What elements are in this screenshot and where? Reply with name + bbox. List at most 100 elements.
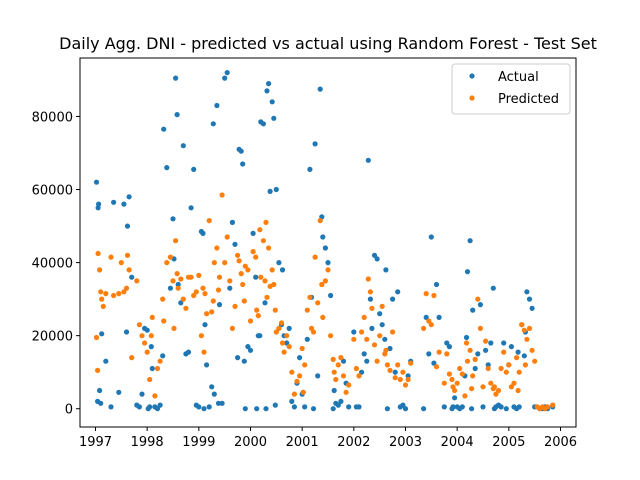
predicted-point	[129, 355, 135, 361]
predicted-point	[240, 281, 246, 288]
predicted-point	[400, 369, 406, 375]
predicted-point	[491, 384, 497, 390]
legend-box	[451, 63, 571, 115]
predicted-point	[397, 376, 403, 383]
actual-point	[271, 115, 277, 121]
actual-point	[328, 292, 334, 299]
predicted-point	[498, 365, 504, 372]
actual-point	[392, 369, 398, 375]
actual-point	[219, 400, 225, 406]
predicted-point	[335, 362, 341, 368]
actual-point	[211, 391, 217, 397]
predicted-point	[444, 351, 450, 357]
actual-point	[262, 300, 268, 306]
predicted-point	[428, 322, 434, 328]
predicted-point	[449, 376, 455, 383]
predicted-point	[379, 303, 385, 309]
actual-point	[200, 230, 206, 236]
predicted-point	[97, 267, 103, 273]
x-tick-label: 2003	[389, 435, 422, 450]
predicted-point	[100, 303, 106, 309]
legend-marker-actual	[469, 73, 475, 79]
predicted-point	[365, 276, 371, 282]
predicted-point	[291, 391, 297, 397]
actual-point	[526, 296, 533, 302]
predicted-point	[250, 249, 256, 255]
actual-point	[441, 404, 447, 410]
predicted-point	[475, 296, 481, 302]
predicted-point	[93, 334, 100, 341]
predicted-point	[351, 336, 357, 342]
actual-point	[269, 99, 275, 105]
x-axis: 1997 1998 1999 2000 2001 2002 2003 2004 2005 2006	[79, 427, 577, 450]
predicted-point	[183, 305, 189, 311]
actual-point	[204, 362, 210, 368]
predicted-point	[383, 347, 389, 353]
x-tick-label: 2002	[337, 435, 370, 450]
predicted-point	[294, 378, 300, 384]
actual-point	[96, 201, 102, 207]
predicted-point	[369, 305, 375, 311]
predicted-point	[405, 376, 411, 383]
plot-area-frame	[79, 57, 577, 428]
actual-point	[178, 300, 184, 306]
actual-point	[174, 112, 180, 118]
predicted-point	[312, 254, 318, 260]
actual-point	[264, 88, 270, 94]
actual-point	[351, 329, 357, 335]
predicted-point	[302, 362, 308, 368]
predicted-point	[343, 389, 349, 395]
predicted-point	[433, 364, 440, 370]
actual-point	[148, 344, 154, 350]
predicted-point	[426, 318, 432, 324]
predicted-point	[353, 365, 359, 372]
predicted-point	[457, 365, 463, 372]
predicted-point	[262, 278, 268, 284]
actual-point	[111, 199, 117, 205]
predicted-point	[257, 227, 263, 233]
predicted-point	[506, 362, 512, 368]
predicted-point	[408, 360, 414, 366]
actual-point	[180, 143, 186, 149]
predicted-point	[219, 192, 225, 198]
actual-point	[210, 121, 216, 127]
predicted-point	[121, 289, 127, 295]
predicted-point	[462, 393, 468, 399]
actual-point	[149, 365, 155, 372]
predicted-point	[319, 281, 325, 288]
predicted-point	[441, 380, 447, 386]
actual-point	[470, 307, 476, 313]
actual-point	[402, 406, 409, 412]
predicted-point	[232, 303, 238, 309]
predicted-point	[320, 314, 326, 320]
predicted-point	[524, 336, 530, 342]
actual-point	[463, 334, 470, 341]
predicted-point	[247, 318, 254, 324]
predicted-point	[180, 296, 186, 302]
actual-point	[222, 75, 228, 81]
predicted-point	[160, 296, 166, 302]
actual-point	[250, 230, 256, 236]
actual-point	[201, 406, 207, 412]
predicted-point	[436, 349, 442, 355]
predicted-point	[147, 376, 153, 383]
legend-label-predicted: Predicted	[498, 92, 559, 107]
actual-point	[364, 358, 370, 364]
actual-point	[253, 274, 259, 280]
predicted-point	[390, 329, 396, 335]
actual-point	[387, 345, 393, 352]
actual-point	[136, 404, 142, 410]
predicted-point	[210, 298, 216, 304]
predicted-point	[297, 373, 303, 379]
predicted-point	[493, 391, 499, 397]
actual-point	[257, 333, 263, 339]
predicted-point	[470, 373, 476, 379]
predicted-point	[272, 307, 278, 313]
actual-point	[116, 389, 122, 395]
actual-point	[286, 325, 292, 331]
actual-point	[164, 165, 170, 171]
actual-point	[147, 404, 153, 410]
chart-title: Daily Agg. DNI - predicted vs actual usi…	[59, 34, 597, 53]
actual-point	[129, 274, 135, 280]
predicted-point	[152, 393, 158, 399]
